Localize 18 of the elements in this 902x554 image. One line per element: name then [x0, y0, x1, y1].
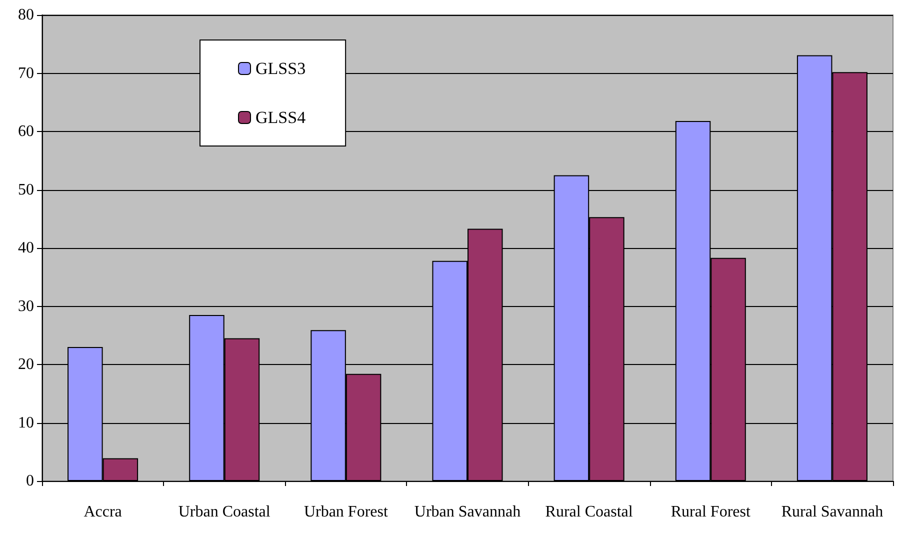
y-tick-label: 70 [18, 64, 34, 82]
y-tick-label: 80 [18, 6, 34, 24]
y-tick-label: 20 [18, 356, 34, 373]
x-tick-label: Accra [84, 504, 122, 520]
x-tick-label: Rural Savannah [781, 504, 884, 520]
x-tick-label: Urban Coastal [178, 504, 271, 520]
x-tick-label: Rural Forest [670, 504, 751, 520]
y-tick-label: 40 [18, 240, 34, 256]
x-tick-label: Urban Forest [304, 504, 388, 520]
x-tick-label: Urban Savannah [414, 504, 521, 520]
y-tick-label: 10 [18, 414, 34, 432]
y-tick-label: 0 [26, 472, 34, 490]
y-tick-label: 60 [18, 123, 34, 140]
y-tick-label: 30 [18, 298, 34, 315]
x-tick-label: Rural Coastal [545, 504, 634, 520]
legend-label: GLSS4 [256, 108, 306, 127]
y-tick-label: 50 [18, 181, 34, 198]
legend-label: GLSS3 [256, 59, 306, 78]
